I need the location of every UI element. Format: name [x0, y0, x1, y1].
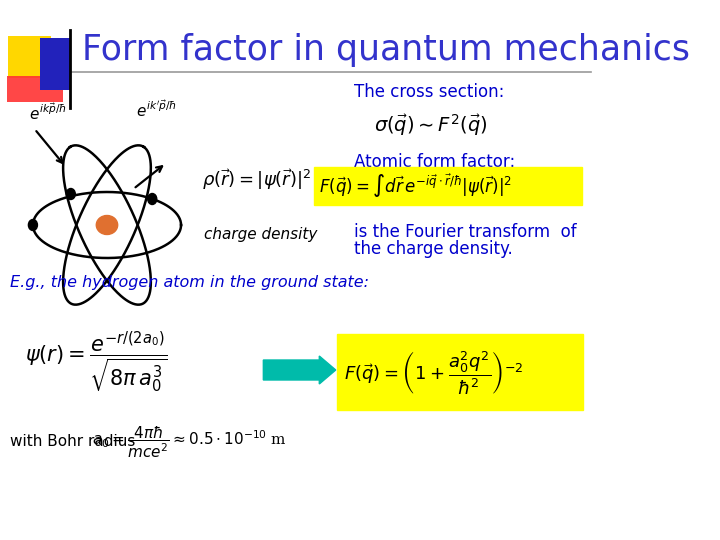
Text: is the Fourier transform  of: is the Fourier transform of — [354, 223, 577, 241]
Ellipse shape — [96, 215, 117, 234]
Text: the charge density.: the charge density. — [354, 240, 513, 258]
Text: $F(\vec{q}) = \left(1 + \dfrac{a_0^2 q^2}{\hbar^2}\right)^{-2}$: $F(\vec{q}) = \left(1 + \dfrac{a_0^2 q^2… — [344, 348, 523, 395]
FancyBboxPatch shape — [338, 334, 583, 410]
Text: $e^{ik^{\prime}\vec{p}/\hbar}$: $e^{ik^{\prime}\vec{p}/\hbar}$ — [136, 99, 176, 120]
Circle shape — [148, 193, 157, 205]
Circle shape — [66, 188, 76, 199]
Text: $\sigma(\vec{q}) \sim F^2(\vec{q})$: $\sigma(\vec{q}) \sim F^2(\vec{q})$ — [374, 112, 488, 138]
Text: E.g., the hydrogen atom in the ground state:: E.g., the hydrogen atom in the ground st… — [10, 274, 369, 289]
Text: The cross section:: The cross section: — [354, 83, 504, 101]
Circle shape — [28, 219, 37, 231]
Text: $a_0 = \dfrac{4\pi\hbar}{mce^2} \approx 0.5\cdot10^{-10}$ m: $a_0 = \dfrac{4\pi\hbar}{mce^2} \approx … — [92, 424, 287, 460]
Text: Form factor in quantum mechanics: Form factor in quantum mechanics — [82, 33, 690, 67]
Text: $F(\vec{q}) = \int d\vec{r}\, e^{-i\vec{q}\cdot\vec{r}/\hbar}|\psi(\vec{r})|^2$: $F(\vec{q}) = \int d\vec{r}\, e^{-i\vec{… — [319, 172, 513, 200]
Text: $\rho(\vec{r}) = |\psi(\vec{r})|^2$: $\rho(\vec{r}) = |\psi(\vec{r})|^2$ — [202, 167, 311, 192]
Text: with Bohr radius: with Bohr radius — [10, 435, 135, 449]
Text: $e^{ik\vec{p}/\hbar}$: $e^{ik\vec{p}/\hbar}$ — [29, 103, 66, 123]
FancyBboxPatch shape — [8, 36, 51, 78]
Text: $\psi(r) = \dfrac{e^{-r/(2a_0)}}{\sqrt{8\pi\, a_0^3}}$: $\psi(r) = \dfrac{e^{-r/(2a_0)}}{\sqrt{8… — [24, 329, 167, 395]
Text: Atomic form factor:: Atomic form factor: — [354, 153, 515, 171]
Text: charge density: charge density — [204, 227, 318, 242]
FancyBboxPatch shape — [40, 38, 71, 90]
FancyBboxPatch shape — [313, 167, 582, 205]
FancyArrow shape — [264, 356, 336, 384]
FancyBboxPatch shape — [6, 76, 63, 102]
